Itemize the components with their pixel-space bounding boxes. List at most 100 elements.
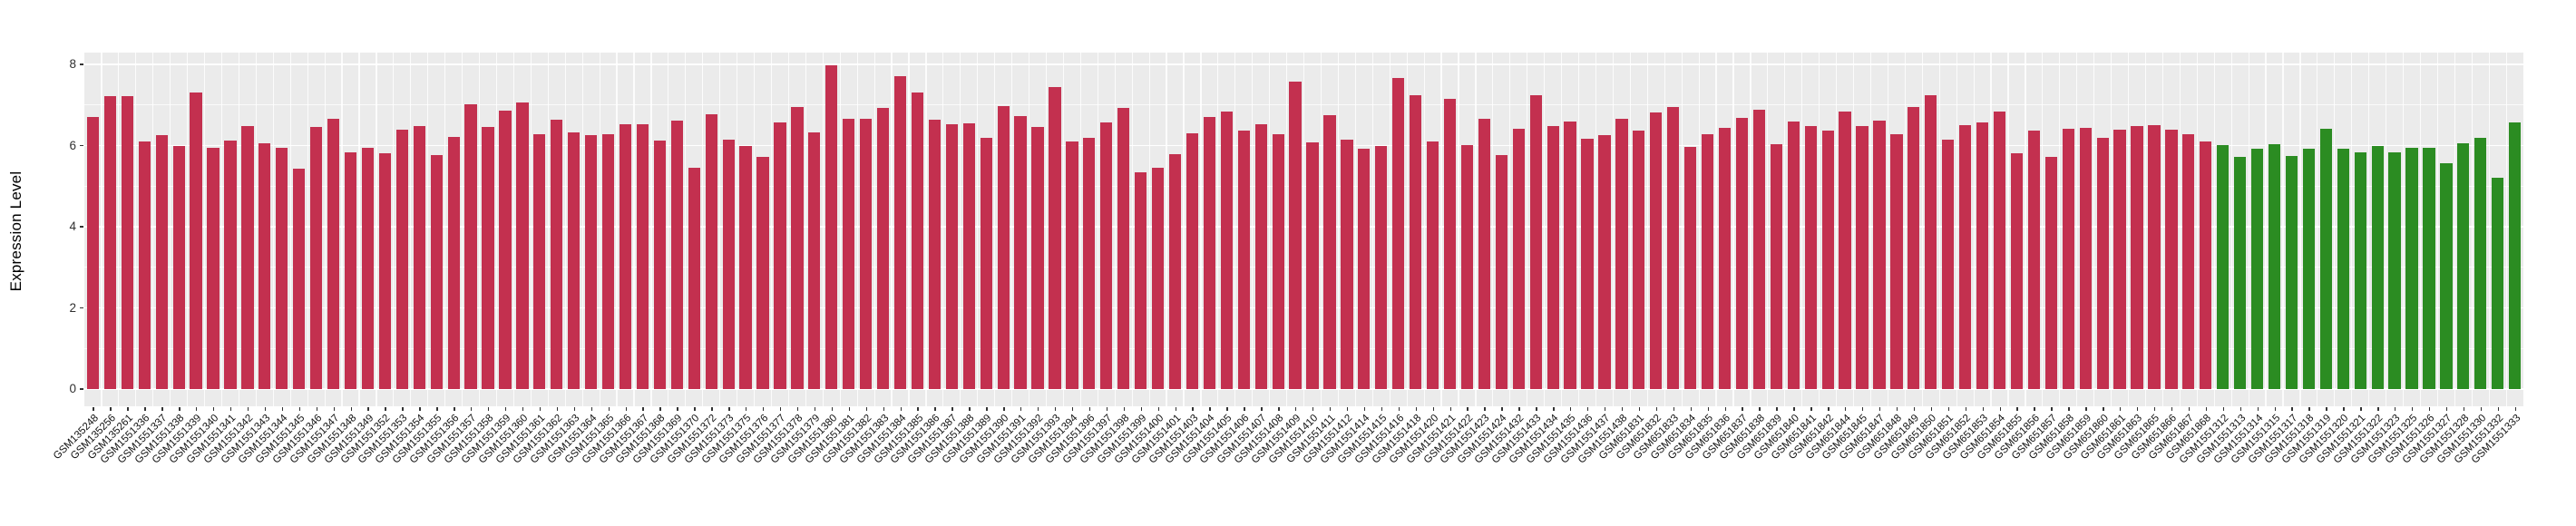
- x-tick-mark: [367, 407, 369, 411]
- bar: [808, 132, 821, 389]
- bar: [1272, 133, 1284, 389]
- x-tick-mark: [1673, 407, 1675, 411]
- v-gridline: [1200, 53, 1202, 406]
- v-gridline: [925, 53, 927, 406]
- bar-cell: GSM1551312: [2178, 53, 2231, 466]
- x-tick-mark: [1432, 407, 1434, 411]
- bar-cell: GSM1551332: [2453, 53, 2506, 466]
- bar: [1478, 119, 1491, 389]
- x-tick-mark: [2222, 407, 2225, 411]
- x-tick-mark: [229, 407, 232, 411]
- v-gridline: [805, 53, 806, 406]
- bar-cell: GSM1551436: [1542, 53, 1596, 466]
- bar: [601, 133, 615, 389]
- v-gridline: [1011, 53, 1013, 406]
- x-tick-mark: [1707, 407, 1709, 411]
- bar: [2250, 149, 2264, 389]
- bar: [2044, 157, 2057, 389]
- bar: [1564, 122, 1576, 389]
- bar-cell: GSM1551409: [1250, 53, 1304, 466]
- bar: [276, 147, 288, 389]
- bar: [1031, 127, 1044, 389]
- bar-cell: GSM651856: [1993, 53, 2043, 462]
- bar: [327, 118, 340, 389]
- y-tick-mark: [80, 63, 83, 65]
- bar: [2492, 177, 2504, 389]
- bar: [739, 146, 752, 389]
- v-gridline: [512, 53, 515, 406]
- bar: [1358, 149, 1371, 389]
- x-tick-mark: [1845, 407, 1847, 411]
- v-gridline: [530, 53, 532, 406]
- v-gridline: [1423, 53, 1425, 406]
- x-tick-mark: [144, 407, 146, 411]
- bar: [499, 111, 512, 389]
- v-gridline: [1269, 53, 1271, 406]
- x-tick-mark: [2016, 407, 2018, 411]
- bar-cell: GSM1551394: [1027, 53, 1080, 466]
- bar-cell: GSM1551373: [683, 53, 737, 466]
- bar: [190, 93, 202, 389]
- x-tick-mark: [865, 407, 868, 411]
- v-gridline: [1698, 53, 1700, 406]
- bar: [1014, 115, 1027, 389]
- x-tick-mark: [2497, 407, 2500, 411]
- bar: [1547, 126, 1559, 389]
- bar-cell: GSM1551366: [580, 53, 634, 466]
- bar-cell: GSM651854: [1958, 53, 2008, 462]
- bar-cell: GSM651831: [1597, 53, 1647, 462]
- bar-cell: GSM1551314: [2211, 53, 2266, 466]
- x-tick-mark: [2274, 407, 2276, 411]
- x-tick-mark: [711, 407, 713, 411]
- bar: [1804, 126, 1817, 389]
- bar: [1615, 119, 1628, 389]
- bar-cell: GSM1551408: [1233, 53, 1287, 466]
- x-tick-mark: [402, 407, 404, 411]
- bar-cell: GSM1551317: [2246, 53, 2300, 466]
- v-gridline: [478, 53, 481, 406]
- x-tick-mark: [1398, 407, 1400, 411]
- bar-cell: GSM1551432: [1473, 53, 1527, 466]
- bar: [2388, 152, 2401, 389]
- bar: [1735, 117, 1749, 389]
- bar: [1220, 111, 1233, 389]
- x-tick-mark: [2051, 407, 2053, 411]
- v-gridline: [1732, 53, 1734, 406]
- v-gridline: [1956, 53, 1957, 406]
- x-tick-mark: [196, 407, 198, 411]
- bar: [997, 106, 1010, 389]
- v-gridline: [1354, 53, 1356, 406]
- x-tick-mark: [1982, 407, 1984, 411]
- bar: [1254, 124, 1267, 389]
- bar-cell: GSM1551333: [2469, 53, 2523, 466]
- bar-cell: GSM1551396: [1044, 53, 1098, 466]
- v-gridline: [1784, 53, 1786, 406]
- x-tick-mark: [1724, 407, 1726, 411]
- bar-cell: GSM1551412: [1302, 53, 1355, 466]
- x-tick-mark: [1226, 407, 1228, 411]
- bar: [2027, 130, 2041, 389]
- x-tick-mark: [796, 407, 799, 411]
- bar: [1117, 107, 1130, 389]
- bar: [1529, 94, 1542, 389]
- v-gridline: [960, 53, 961, 406]
- bar: [1993, 112, 2006, 389]
- bar: [2010, 153, 2024, 389]
- x-tick-mark: [1638, 407, 1641, 411]
- bar-cell: GSM1551422: [1421, 53, 1476, 466]
- bar: [1942, 139, 1955, 389]
- x-tick-mark: [2068, 407, 2070, 411]
- x-tick-mark: [1312, 407, 1314, 411]
- x-tick-mark: [573, 407, 576, 411]
- bar-cell: GSM1551424: [1456, 53, 1510, 466]
- bar: [585, 134, 598, 389]
- v-gridline: [2454, 53, 2455, 406]
- bar-cell: GSM651852: [1924, 53, 1974, 462]
- x-tick-mark: [1346, 407, 1349, 411]
- bar: [1168, 153, 1182, 389]
- bar-cell: GSM1551398: [1078, 53, 1132, 466]
- bar-cell: GSM1551365: [562, 53, 617, 466]
- bar-cell: GSM651848: [1855, 53, 1905, 462]
- v-gridline: [633, 53, 635, 406]
- y-tick-mark: [80, 226, 83, 228]
